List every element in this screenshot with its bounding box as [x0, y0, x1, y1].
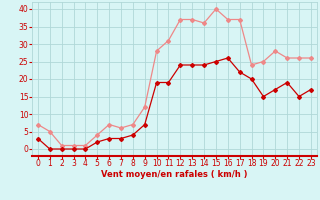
- X-axis label: Vent moyen/en rafales ( km/h ): Vent moyen/en rafales ( km/h ): [101, 170, 248, 179]
